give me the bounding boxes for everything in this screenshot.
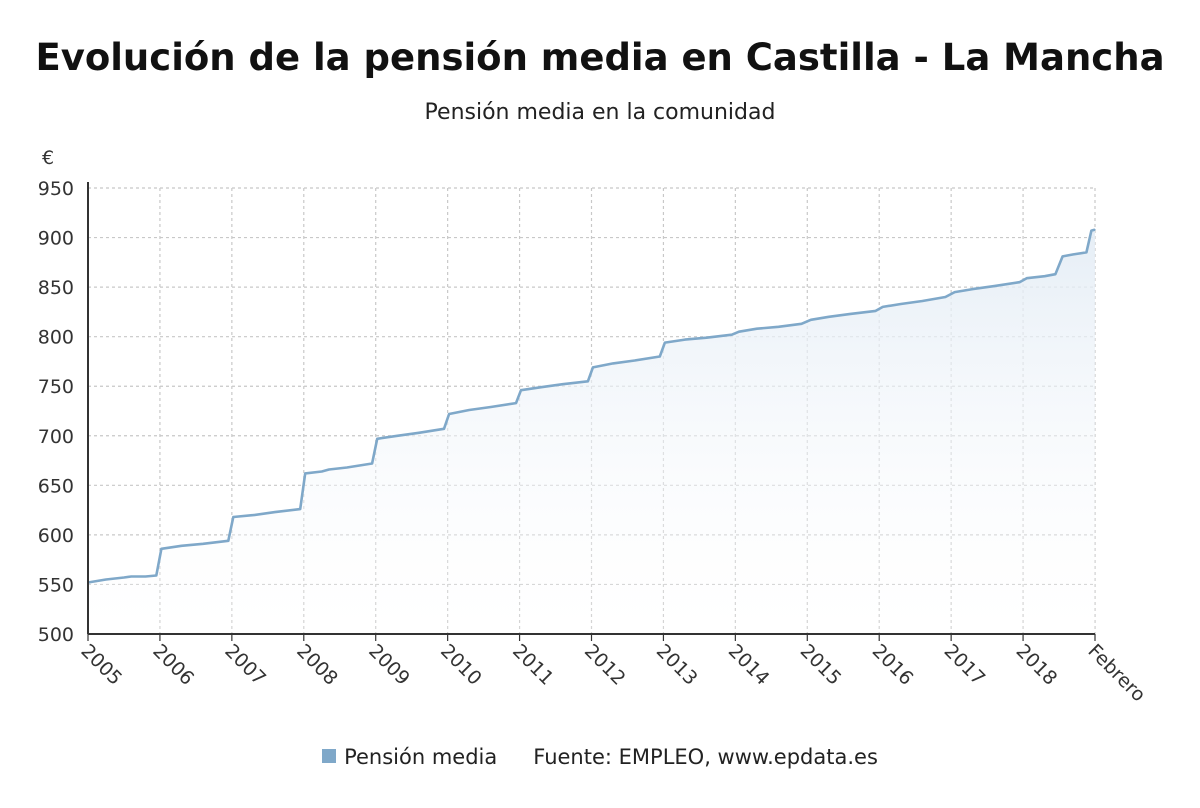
data-point [738,331,740,333]
data-point [515,402,517,404]
x-tick-label: 2015 [796,640,846,690]
x-tick-label: 2014 [724,640,774,690]
data-point [274,511,276,513]
data-point [849,313,852,315]
data-point [328,468,330,471]
data-point [993,285,995,287]
x-tick-label: 2013 [652,640,702,690]
data-point [777,326,780,328]
data-point [612,362,614,365]
x-tick-label: 2007 [220,640,270,690]
data-point [105,578,107,581]
data-point [705,337,708,339]
y-tick-label: 850 [38,277,74,299]
data-point [1085,251,1087,254]
data-point [664,342,666,344]
data-point [634,359,636,362]
data-point [490,406,492,408]
data-point [562,383,564,385]
data-point [756,328,758,330]
pension-chart: 500 550 600 650 700 750 800 850 900 950 2005 2006 20… [38,147,1150,706]
x-tick-label: Febrero [1083,640,1149,706]
data-point [371,462,373,465]
data-point [180,545,183,547]
data-point [520,389,522,391]
data-point [396,435,398,437]
x-tick-label: 2006 [148,640,198,690]
y-tick-label: 500 [38,624,74,646]
legend-swatch [322,749,337,763]
data-point [232,516,234,518]
data-point [443,428,445,430]
data-point [144,575,147,578]
chart-subtitle: Pensión media en la comunidad [424,100,776,125]
x-tick-label: 2012 [580,640,630,690]
series-area-fill [88,229,1095,634]
data-point [202,543,204,545]
data-point [376,438,378,440]
x-tick-label: 2008 [292,640,342,690]
legend-series-label: Pensión media [344,745,498,769]
x-tick-label: 2016 [868,640,918,690]
chart-title: Evolución de la pensión media en Castill… [35,36,1165,79]
data-point [882,306,884,308]
data-point [321,470,323,473]
data-point [900,303,902,305]
data-point [954,291,956,293]
data-point [1054,273,1057,275]
y-tick-label: 550 [38,574,74,596]
data-point [160,548,162,550]
data-point [155,574,157,577]
data-point [1062,255,1064,257]
data-point [418,432,420,434]
y-tick-label: 950 [38,178,74,200]
y-tick-label: 900 [38,228,74,250]
data-point [1090,230,1093,232]
data-point [828,316,830,318]
data-point [227,540,229,542]
y-tick-label: 750 [38,376,74,398]
x-tick-label: 2009 [364,640,414,690]
data-point [800,323,803,325]
source-text: Fuente: EMPLEO, www.epdata.es [533,745,878,769]
data-point [944,296,946,298]
data-point [468,409,470,411]
data-point [299,508,301,510]
data-point [1072,253,1075,256]
data-point [587,380,589,382]
data-point [540,386,542,388]
data-point [592,366,594,368]
data-point [123,576,125,579]
y-tick-label: 600 [38,525,74,547]
data-point [810,319,812,321]
data-point [875,310,877,312]
data-point [252,514,255,516]
data-point [130,575,132,578]
data-point [1026,277,1028,279]
data-point [1018,281,1021,283]
x-tick-label: 2017 [940,640,990,690]
data-point [731,334,733,336]
x-tick-label: 2011 [508,640,558,690]
x-tick-label: 2018 [1012,640,1062,690]
y-tick-label: 700 [38,426,74,448]
y-axis-unit: € [42,147,54,169]
data-point [659,355,661,358]
data-point [684,339,686,341]
y-tick-label: 650 [38,475,74,497]
data-point [1094,229,1096,231]
data-point [1044,275,1046,277]
y-tick-label: 800 [38,327,74,349]
data-point [346,466,348,469]
x-tick-label: 2010 [436,640,486,690]
x-tick-label: 2005 [76,640,126,690]
data-point [921,300,923,302]
data-point [972,288,974,290]
chart-legend: Pensión media Fuente: EMPLEO, www.epdata.… [0,745,1200,769]
data-point [304,472,306,475]
data-point [448,413,450,415]
